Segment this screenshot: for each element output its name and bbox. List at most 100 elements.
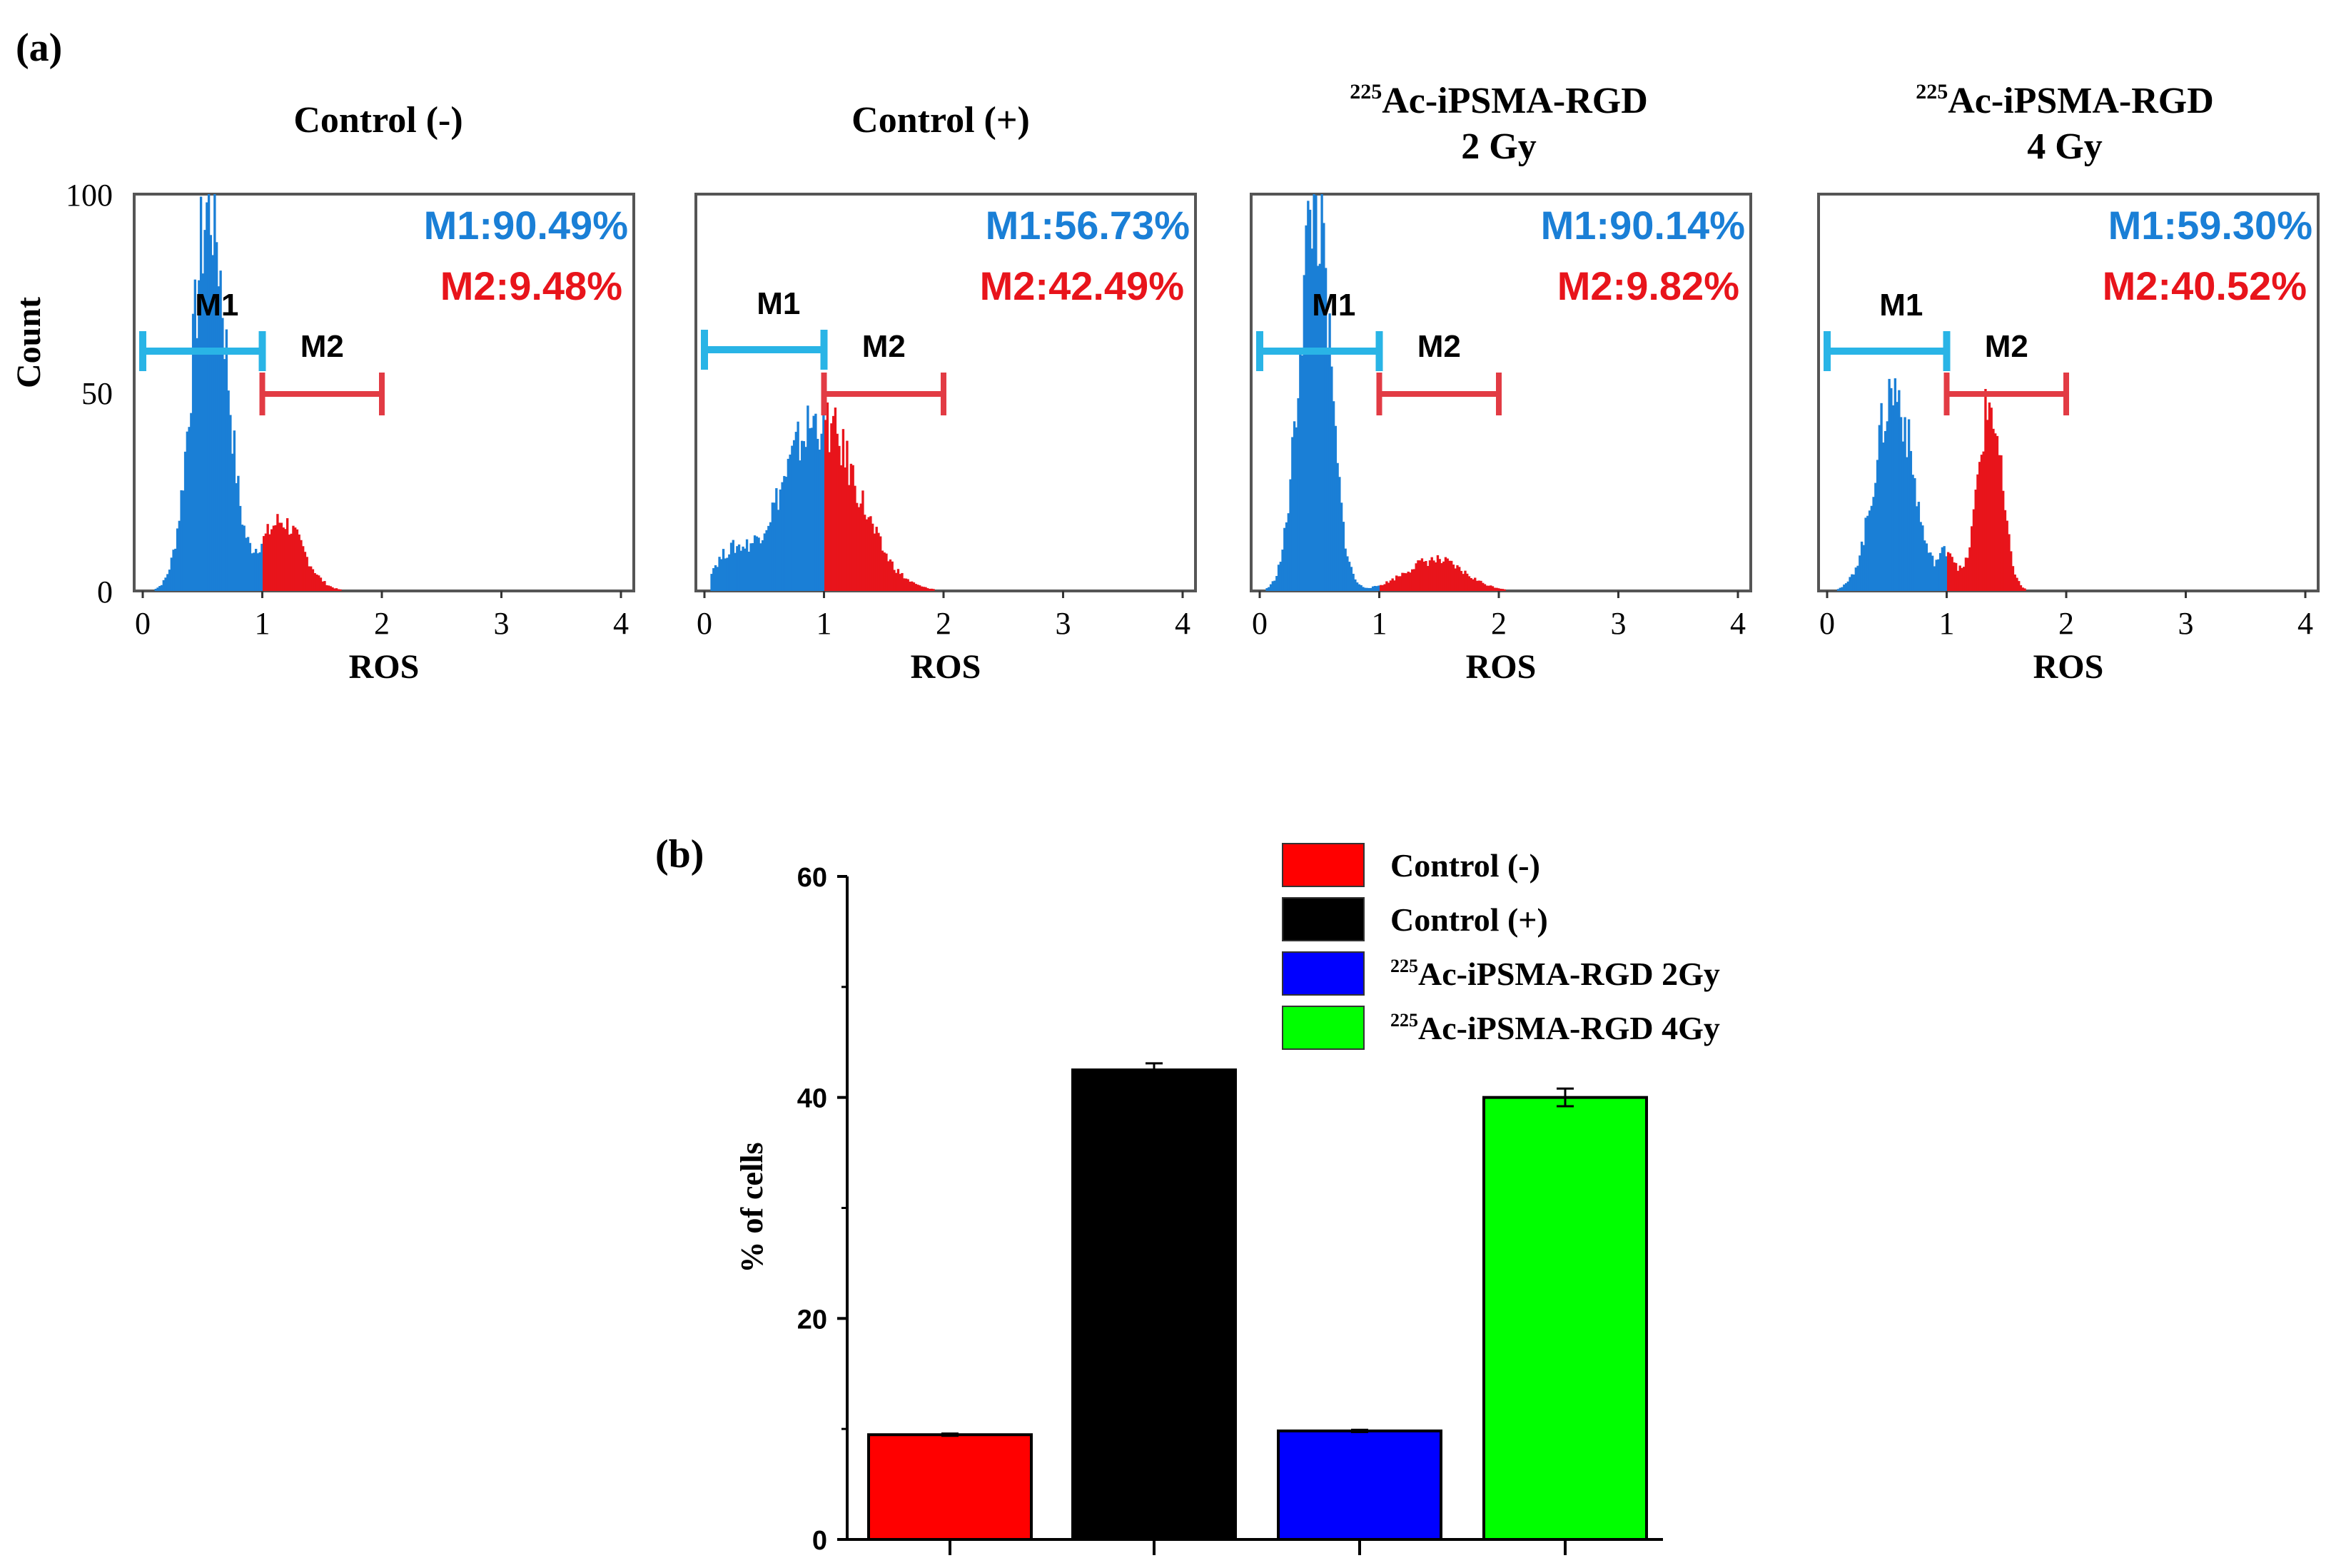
m2-histogram-bar	[1982, 451, 1985, 591]
m1-histogram-bar	[1872, 497, 1875, 591]
m1-histogram-bar	[1931, 555, 1934, 591]
m1-histogram-bar	[1265, 588, 1268, 591]
m1-histogram-bar	[217, 286, 221, 591]
bar	[1277, 1429, 1442, 1541]
histogram-title: 225Ac-iPSMA-RGD	[1350, 80, 1648, 121]
histogram-frame	[694, 193, 1197, 592]
m1-histogram-bar	[229, 415, 232, 591]
m1-histogram-bar	[804, 447, 807, 591]
m1-histogram-bar	[1352, 573, 1355, 591]
m1-histogram-bar	[1898, 390, 1901, 591]
m1-percentage: M1:90.14%	[1541, 203, 1745, 248]
m2-histogram-bar	[2010, 551, 2013, 591]
m2-histogram-bar	[1440, 563, 1443, 591]
m2-histogram-bar	[836, 433, 839, 591]
m2-histogram-bar	[300, 540, 303, 591]
m2-histogram-bar	[1438, 559, 1441, 591]
m2-histogram-bar	[1412, 569, 1416, 591]
m1-histogram-bar	[1289, 479, 1292, 591]
m1-histogram-bar	[1316, 265, 1320, 591]
m2-gate-label: M2	[1985, 329, 2028, 364]
legend-swatch	[1282, 951, 1365, 996]
m1-percentage: M1:56.73%	[986, 203, 1190, 248]
bar	[867, 1433, 1033, 1542]
m2-histogram-bar	[1988, 402, 1991, 591]
m2-histogram-bar	[841, 429, 845, 591]
y-tick-label: 50	[81, 376, 113, 411]
m1-histogram-bar	[211, 255, 214, 591]
m1-histogram-bar	[1350, 567, 1353, 591]
m2-histogram-bar	[1420, 558, 1424, 591]
m2-histogram-bar	[331, 587, 334, 591]
m2-histogram-bar	[920, 586, 924, 591]
m1-histogram-bar	[1909, 450, 1913, 591]
x-tick-label: 4	[613, 606, 629, 641]
bar-chart-y-axis-label: % of cells	[734, 1142, 769, 1273]
m1-histogram-bar	[198, 280, 201, 591]
m1-histogram-bar	[1346, 556, 1349, 591]
m1-histogram-bar	[728, 554, 731, 591]
m1-histogram-bar	[1888, 378, 1891, 591]
m2-histogram-bar	[826, 402, 829, 591]
histogram-panel: 225Ac-iPSMA-RGD 2 Gy M1 M2 M1:90.14% M2:9.82%…	[1250, 80, 1752, 686]
m1-histogram-bar	[1365, 587, 1369, 591]
m1-histogram-bar	[1308, 209, 1312, 591]
m1-histogram-bar	[1342, 522, 1345, 591]
m1-gate-label: M1	[195, 288, 238, 323]
m1-histogram-bar	[1354, 579, 1357, 591]
m2-histogram-bar	[284, 529, 287, 591]
m1-histogram-bar	[156, 587, 159, 591]
m2-histogram-bar	[1442, 561, 1445, 591]
m1-histogram-bar	[1891, 405, 1895, 591]
m1-histogram-bar	[739, 550, 743, 591]
m2-histogram-bar	[919, 585, 921, 591]
m2-histogram-bar	[2016, 577, 2018, 591]
m1-histogram-bar	[810, 428, 814, 591]
m1-percentage: M1:90.49%	[424, 203, 628, 248]
m1-histogram-bar	[1882, 442, 1885, 591]
m1-histogram-bar	[1917, 502, 1921, 591]
m2-histogram-bar	[1958, 565, 1961, 591]
m2-histogram-bar	[1485, 585, 1488, 591]
m2-histogram-bar	[2011, 566, 2015, 591]
m2-histogram-bar	[1467, 576, 1471, 591]
m1-histogram-bar	[221, 318, 224, 591]
x-tick-label: 0	[135, 606, 151, 641]
m2-histogram-bar	[1405, 573, 1408, 591]
m2-histogram-bar	[903, 578, 906, 591]
m2-histogram-bar	[313, 573, 316, 591]
panel-a-label: (a)	[16, 26, 62, 70]
m2-histogram-bar	[262, 536, 266, 591]
m2-histogram-bar	[916, 585, 919, 591]
m2-histogram-bar	[1956, 570, 1960, 591]
m2-histogram-bar	[857, 507, 861, 591]
m2-histogram-bar	[848, 485, 851, 591]
m2-histogram-bar	[873, 533, 876, 591]
m1-gate-label: M1	[1312, 288, 1355, 323]
m2-histogram-bar	[1397, 576, 1400, 591]
m1-histogram-bar	[227, 390, 230, 591]
m1-histogram-bar	[1377, 585, 1380, 591]
m1-histogram-bar	[1859, 555, 1861, 591]
m1-histogram-bar	[258, 552, 261, 591]
m1-histogram-bar	[213, 194, 216, 591]
m1-gate-label: M1	[757, 286, 800, 321]
m1-histogram-bar	[1925, 543, 1928, 591]
m1-histogram-bar	[1906, 457, 1908, 591]
m2-histogram-bar	[288, 535, 291, 591]
m2-histogram-bar	[871, 523, 874, 591]
m1-histogram-bar	[178, 520, 181, 591]
m1-histogram-bar	[742, 546, 744, 591]
m1-histogram-bar	[1318, 263, 1322, 591]
m2-histogram-bar	[912, 582, 916, 591]
m2-histogram-bar	[1972, 509, 1976, 591]
m2-histogram-bar	[1971, 526, 1973, 591]
m2-histogram-bar	[2019, 585, 2023, 591]
m2-histogram-bar	[928, 588, 931, 591]
m1-histogram-bar	[752, 543, 754, 591]
m2-histogram-bar	[1482, 582, 1485, 591]
m2-histogram-bar	[914, 584, 917, 591]
m2-histogram-bar	[838, 445, 841, 591]
x-tick-label: 2	[936, 606, 951, 641]
m2-histogram-bar	[1448, 560, 1451, 591]
